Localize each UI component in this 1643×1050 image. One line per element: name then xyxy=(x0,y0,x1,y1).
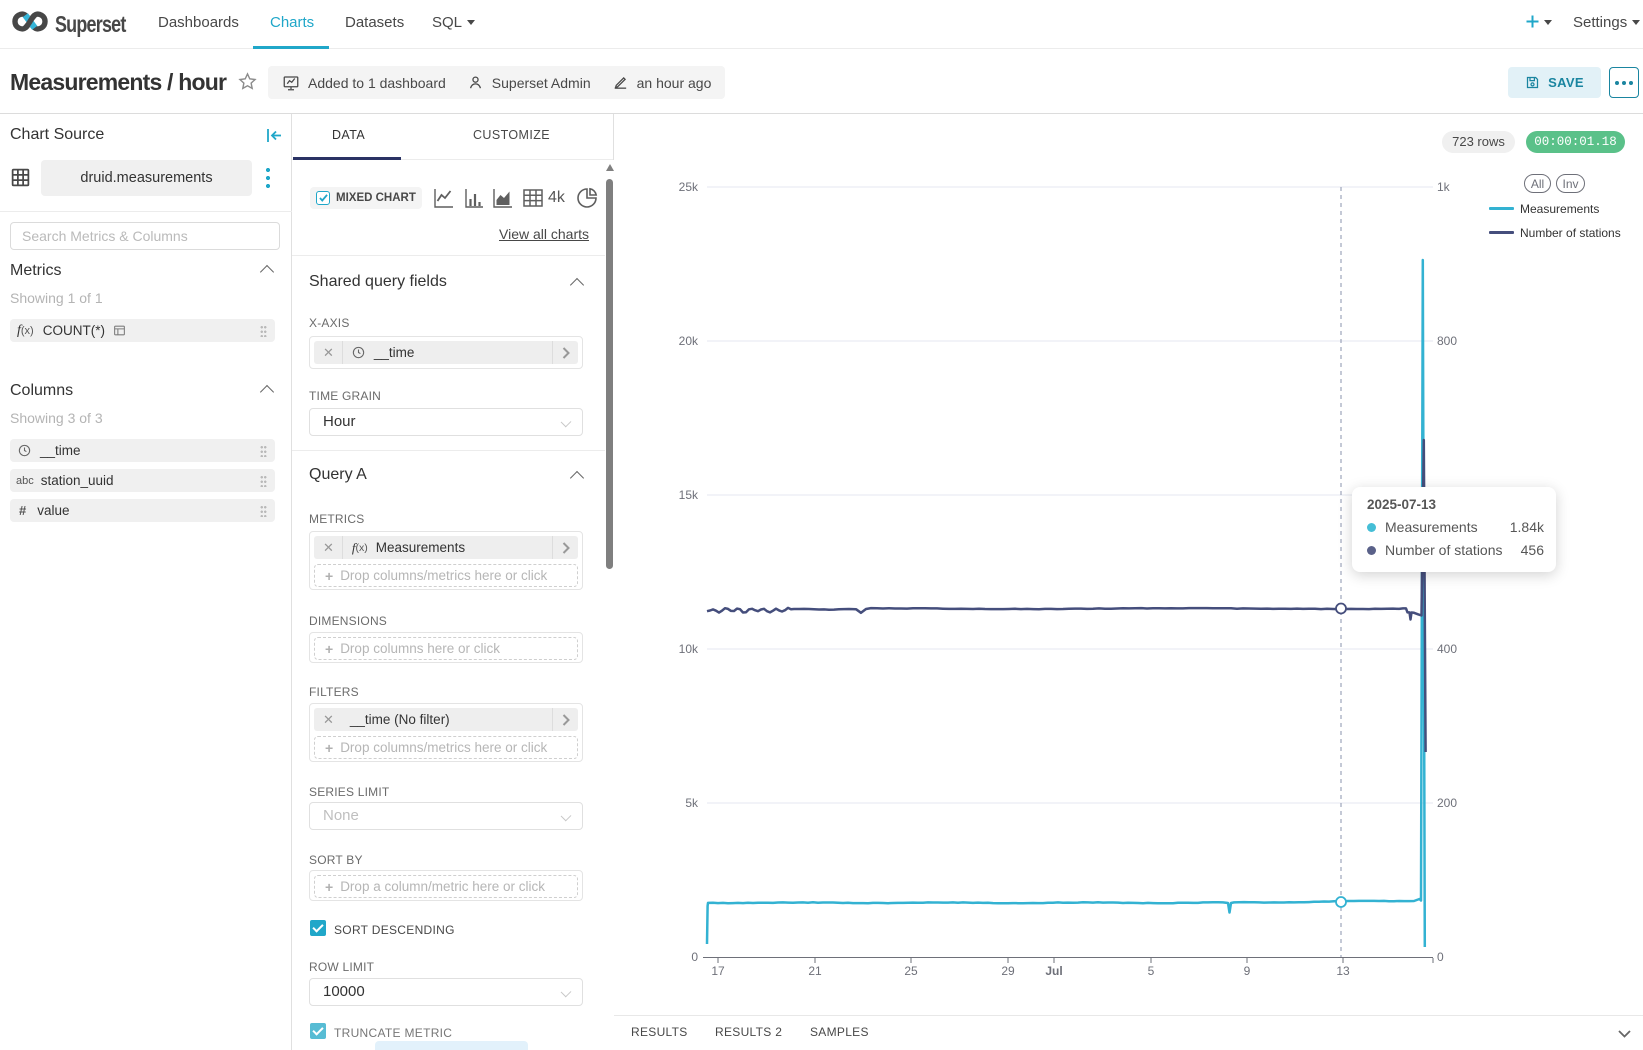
svg-text:5k: 5k xyxy=(685,796,699,810)
svg-text:29: 29 xyxy=(1001,964,1015,978)
svg-text:200: 200 xyxy=(1437,796,1457,810)
svg-text:21: 21 xyxy=(808,964,822,978)
svg-text:13: 13 xyxy=(1336,964,1350,978)
svg-text:800: 800 xyxy=(1437,334,1457,348)
svg-text:15k: 15k xyxy=(679,488,699,502)
svg-text:9: 9 xyxy=(1244,964,1251,978)
svg-text:0: 0 xyxy=(691,950,698,964)
svg-text:5: 5 xyxy=(1148,964,1155,978)
svg-text:0: 0 xyxy=(1437,950,1444,964)
svg-text:10k: 10k xyxy=(679,642,699,656)
svg-text:1k: 1k xyxy=(1437,180,1451,194)
svg-text:400: 400 xyxy=(1437,642,1457,656)
svg-text:25: 25 xyxy=(904,964,918,978)
svg-text:Jul: Jul xyxy=(1045,964,1062,978)
svg-text:25k: 25k xyxy=(679,180,699,194)
svg-text:20k: 20k xyxy=(679,334,699,348)
svg-text:17: 17 xyxy=(711,964,725,978)
